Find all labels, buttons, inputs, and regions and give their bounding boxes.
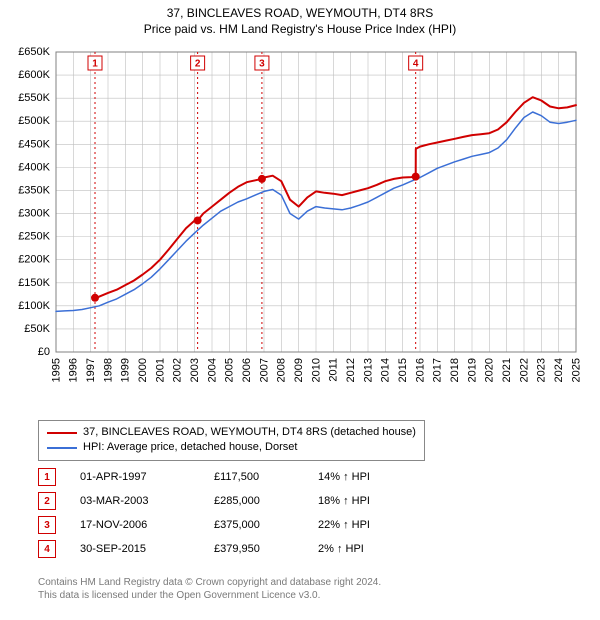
sale-marker-num: 4 xyxy=(44,544,50,555)
svg-text:2006: 2006 xyxy=(241,358,253,382)
svg-text:2000: 2000 xyxy=(137,358,149,382)
chart-svg: £0 £50K £100K £150K £200K £250K £300K £350K £400… xyxy=(8,42,592,402)
legend-label: 37, BINCLEAVES ROAD, WEYMOUTH, DT4 8RS (… xyxy=(83,425,416,440)
sale-marker-num: 3 xyxy=(44,520,50,531)
svg-text:2014: 2014 xyxy=(380,358,392,382)
svg-text:2005: 2005 xyxy=(224,358,236,382)
chart-title-block: 37, BINCLEAVES ROAD, WEYMOUTH, DT4 8RS P… xyxy=(0,0,600,37)
svg-text:£250K: £250K xyxy=(18,231,50,243)
svg-text:2021: 2021 xyxy=(501,358,513,382)
sale-diff: 14% ↑ HPI xyxy=(318,471,418,483)
svg-text:2002: 2002 xyxy=(172,358,184,382)
sale-row: 1 01-APR-1997 £117,500 14% ↑ HPI xyxy=(38,468,418,486)
sale-date: 17-NOV-2006 xyxy=(80,519,190,531)
svg-text:£200K: £200K xyxy=(18,254,50,266)
legend-item: HPI: Average price, detached house, Dors… xyxy=(47,440,416,455)
legend-label: HPI: Average price, detached house, Dors… xyxy=(83,440,297,455)
sale-diff: 2% ↑ HPI xyxy=(318,543,418,555)
svg-text:4: 4 xyxy=(413,59,419,70)
svg-text:2007: 2007 xyxy=(258,358,270,382)
sale-marker-box: 2 xyxy=(38,492,56,510)
svg-text:£400K: £400K xyxy=(18,161,50,173)
sale-marker-box: 3 xyxy=(38,516,56,534)
svg-text:1: 1 xyxy=(92,59,98,70)
sale-marker-box: 4 xyxy=(38,540,56,558)
legend: 37, BINCLEAVES ROAD, WEYMOUTH, DT4 8RS (… xyxy=(38,420,425,461)
sale-row: 4 30-SEP-2015 £379,950 2% ↑ HPI xyxy=(38,540,418,558)
svg-text:£0: £0 xyxy=(38,346,50,358)
svg-text:2017: 2017 xyxy=(432,358,444,382)
sales-table: 1 01-APR-1997 £117,500 14% ↑ HPI 2 03-MA… xyxy=(38,468,418,564)
svg-text:2010: 2010 xyxy=(310,358,322,382)
svg-text:2016: 2016 xyxy=(414,358,426,382)
sale-date: 01-APR-1997 xyxy=(80,471,190,483)
svg-text:2013: 2013 xyxy=(362,358,374,382)
title-line-1: 37, BINCLEAVES ROAD, WEYMOUTH, DT4 8RS xyxy=(0,6,600,22)
svg-text:£550K: £550K xyxy=(18,92,50,104)
sale-marker-num: 2 xyxy=(44,496,50,507)
svg-text:1995: 1995 xyxy=(50,358,62,382)
sale-price: £117,500 xyxy=(214,471,294,483)
svg-text:£450K: £450K xyxy=(18,138,50,150)
svg-text:£150K: £150K xyxy=(18,277,50,289)
svg-text:2011: 2011 xyxy=(328,358,340,382)
svg-text:2018: 2018 xyxy=(449,358,461,382)
sale-row: 3 17-NOV-2006 £375,000 22% ↑ HPI xyxy=(38,516,418,534)
svg-text:£100K: £100K xyxy=(18,300,50,312)
svg-text:2004: 2004 xyxy=(206,358,218,382)
svg-text:£650K: £650K xyxy=(18,46,50,58)
attribution-line: Contains HM Land Registry data © Crown c… xyxy=(38,576,381,589)
svg-text:2001: 2001 xyxy=(154,358,166,382)
svg-text:2025: 2025 xyxy=(570,358,582,382)
legend-swatch xyxy=(47,432,77,434)
sale-date: 03-MAR-2003 xyxy=(80,495,190,507)
sale-date: 30-SEP-2015 xyxy=(80,543,190,555)
svg-text:3: 3 xyxy=(259,59,265,70)
svg-text:2003: 2003 xyxy=(189,358,201,382)
chart: £0 £50K £100K £150K £200K £250K £300K £350K £400… xyxy=(8,42,592,402)
svg-text:2008: 2008 xyxy=(276,358,288,382)
title-line-2: Price paid vs. HM Land Registry's House … xyxy=(0,22,600,38)
svg-text:1996: 1996 xyxy=(68,358,80,382)
legend-item: 37, BINCLEAVES ROAD, WEYMOUTH, DT4 8RS (… xyxy=(47,425,416,440)
attribution: Contains HM Land Registry data © Crown c… xyxy=(38,576,381,602)
svg-text:£300K: £300K xyxy=(18,208,50,220)
svg-text:1998: 1998 xyxy=(102,358,114,382)
svg-text:£500K: £500K xyxy=(18,115,50,127)
sale-row: 2 03-MAR-2003 £285,000 18% ↑ HPI xyxy=(38,492,418,510)
sale-diff: 18% ↑ HPI xyxy=(318,495,418,507)
svg-text:2: 2 xyxy=(195,59,201,70)
svg-text:2023: 2023 xyxy=(536,358,548,382)
sale-price: £285,000 xyxy=(214,495,294,507)
svg-text:2020: 2020 xyxy=(484,358,496,382)
sale-diff: 22% ↑ HPI xyxy=(318,519,418,531)
legend-swatch xyxy=(47,447,77,449)
svg-text:£350K: £350K xyxy=(18,184,50,196)
svg-text:2019: 2019 xyxy=(466,358,478,382)
svg-text:2012: 2012 xyxy=(345,358,357,382)
svg-text:£600K: £600K xyxy=(18,69,50,81)
svg-text:2009: 2009 xyxy=(293,358,305,382)
sale-marker-num: 1 xyxy=(44,472,50,483)
sale-marker-box: 1 xyxy=(38,468,56,486)
svg-text:1997: 1997 xyxy=(85,358,97,382)
svg-text:2024: 2024 xyxy=(553,358,565,382)
svg-text:£50K: £50K xyxy=(24,323,50,335)
attribution-line: This data is licensed under the Open Gov… xyxy=(38,589,381,602)
svg-text:2015: 2015 xyxy=(397,358,409,382)
sale-price: £375,000 xyxy=(214,519,294,531)
svg-text:1999: 1999 xyxy=(120,358,132,382)
sale-price: £379,950 xyxy=(214,543,294,555)
svg-text:2022: 2022 xyxy=(518,358,530,382)
